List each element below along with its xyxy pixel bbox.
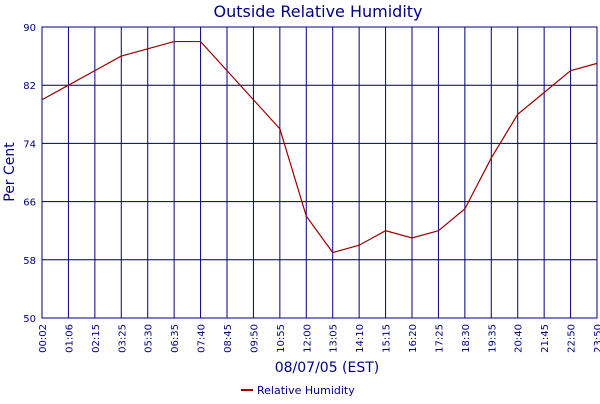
y-tick-label: 90 (23, 23, 36, 34)
y-tick-label: 50 (23, 314, 36, 325)
x-tick-label: 22:50 (567, 324, 578, 353)
x-tick-label: 05:30 (144, 324, 155, 353)
data-line (41, 40, 598, 254)
x-tick-label: 03:25 (117, 324, 128, 353)
x-tick-label: 09:50 (249, 324, 260, 353)
x-tick-label: 18:30 (461, 324, 472, 353)
x-tick-label: 02:15 (91, 324, 102, 353)
x-tick-label: 19:35 (487, 324, 498, 353)
x-tick-label: 17:25 (434, 324, 445, 353)
legend-label: Relative Humidity (257, 384, 355, 397)
x-axis-title: 08/07/05 (EST) (275, 360, 380, 376)
x-tick-label: 12:00 (302, 324, 313, 353)
x-tick-label: 23:50 (593, 324, 600, 353)
x-tick-label: 10:55 (276, 324, 287, 353)
x-tick-label: 16:20 (408, 324, 419, 353)
y-axis-title: Per Cent (2, 142, 18, 202)
x-tick-label: 15:15 (382, 324, 393, 353)
y-tick-label: 66 (23, 198, 36, 209)
y-tick-label: 82 (23, 81, 36, 92)
plot-border (41, 26, 598, 319)
x-tick-label: 07:40 (197, 324, 208, 353)
y-tick-label: 74 (23, 139, 36, 150)
x-tick-label: 06:35 (170, 324, 181, 353)
x-tick-label: 13:05 (329, 324, 340, 353)
x-tick-label: 08:45 (223, 324, 234, 353)
x-tick-label: 20:40 (514, 324, 525, 353)
x-tick-label: 01:06 (64, 324, 75, 353)
y-tick-label: 58 (23, 256, 36, 267)
x-tick-label: 00:02 (38, 324, 49, 353)
chart-title: Outside Relative Humidity (213, 2, 422, 21)
x-tick-label: 21:45 (540, 324, 551, 353)
x-tick-label: 14:10 (355, 324, 366, 353)
